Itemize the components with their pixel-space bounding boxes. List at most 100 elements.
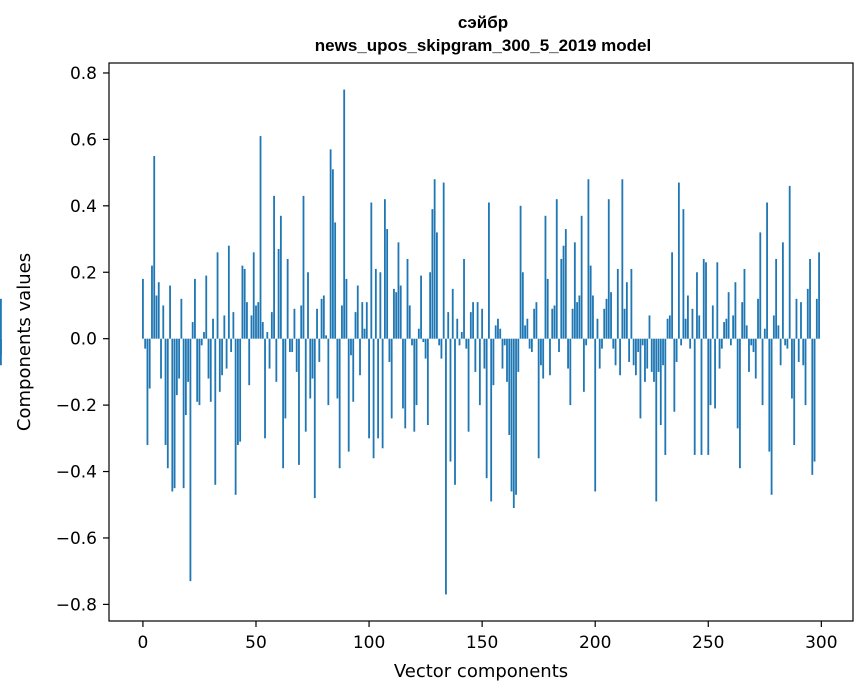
bar-234: [671, 252, 673, 339]
bar-266: [743, 268, 746, 339]
bar-114: [399, 285, 402, 339]
bar-120: [413, 338, 416, 432]
bar-270: [752, 338, 755, 352]
bar-172: [530, 338, 533, 352]
bar-185: [560, 258, 563, 339]
bar-191: [573, 242, 576, 339]
bar-91: [347, 338, 350, 452]
bar-undefined: [0, 338, 2, 356]
bar-236: [675, 338, 678, 362]
bar-5: [153, 156, 156, 339]
bar-0: [142, 278, 144, 339]
bar-161: [506, 338, 508, 382]
bar-284: [784, 338, 787, 346]
bar-207: [610, 292, 612, 339]
bar-121: [415, 338, 418, 406]
bar-229: [659, 338, 662, 426]
bar-174: [535, 302, 538, 339]
bar-239: [682, 209, 685, 339]
y-tick-label: −0.6: [56, 529, 97, 549]
bar-298: [815, 298, 818, 339]
bar-190: [571, 308, 574, 339]
bar-277: [768, 338, 771, 452]
bar-155: [492, 338, 495, 386]
bar-110: [390, 338, 393, 419]
bar-280: [775, 258, 778, 339]
x-tick-label: 50: [245, 633, 267, 653]
bar-206: [607, 199, 610, 339]
bar-237: [677, 182, 680, 339]
bar-1: [144, 338, 147, 349]
bar-69: [298, 338, 300, 465]
bar-216: [630, 268, 633, 339]
bar-283: [781, 242, 784, 339]
y-tick-label: 0.6: [70, 130, 97, 150]
bar-295: [809, 258, 811, 339]
x-tick-label: 100: [353, 633, 385, 653]
bar-86: [336, 338, 339, 399]
bar-296: [811, 338, 814, 475]
bar-240: [684, 318, 687, 339]
bar-134: [445, 338, 447, 595]
bar-52: [259, 136, 262, 339]
bar-250: [707, 338, 710, 455]
bar-124: [422, 338, 425, 342]
bar-80: [322, 295, 325, 339]
bar-70: [300, 305, 303, 339]
bar-107: [383, 199, 386, 339]
bar-9: [162, 305, 165, 339]
bar-78: [318, 338, 321, 362]
bar-218: [635, 338, 637, 376]
bar-29: [207, 338, 210, 379]
bar-147: [474, 338, 477, 372]
bar-32: [214, 338, 217, 485]
bar-59: [275, 338, 278, 382]
bar-136: [449, 338, 452, 462]
bar-63: [284, 338, 287, 419]
bar-144: [467, 338, 470, 432]
bar-111: [393, 288, 395, 339]
bar-89: [343, 89, 346, 339]
bar-157: [497, 318, 499, 339]
bar-294: [806, 288, 809, 339]
bar-228: [657, 338, 660, 372]
bar-193: [578, 295, 581, 339]
bar-233: [668, 315, 671, 339]
bar-278: [770, 338, 773, 495]
bar-71: [302, 195, 305, 339]
bar-238: [680, 338, 683, 346]
bar-47: [248, 338, 251, 386]
chart-title-line-2: news_upos_skipgram_300_5_2019 model: [315, 36, 651, 55]
bar-14: [173, 338, 176, 489]
bar-223: [646, 338, 649, 369]
bar-243: [691, 308, 694, 339]
bar-177: [542, 338, 545, 379]
bar-195: [582, 338, 585, 392]
bar-56: [268, 338, 271, 369]
bar-series: [0, 89, 820, 595]
y-axis-label: Components values: [14, 253, 35, 431]
bar-150: [481, 308, 484, 339]
bar-201: [596, 318, 599, 339]
bar-123: [420, 275, 422, 339]
bar-167: [519, 205, 522, 339]
bar-274: [761, 338, 764, 406]
bar-145: [469, 312, 472, 339]
bar-44: [241, 265, 244, 339]
bar-199: [592, 295, 594, 339]
bar-undefined: [0, 298, 2, 339]
bar-222: [644, 338, 646, 382]
bar-171: [528, 338, 531, 349]
y-axis-ticks: −0.8 −0.6 −0.4 −0.2 0.0 0.2 0.4 0.6 0.8: [56, 64, 109, 615]
bar-54: [264, 338, 266, 439]
bar-164: [512, 338, 515, 509]
bar-84: [331, 169, 334, 339]
bar-200: [594, 338, 597, 492]
bar-125: [424, 338, 427, 359]
bar-194: [580, 215, 583, 339]
bar-196: [585, 338, 588, 346]
bar-18: [182, 338, 185, 489]
bar-154: [490, 338, 493, 502]
bar-90: [345, 278, 348, 339]
